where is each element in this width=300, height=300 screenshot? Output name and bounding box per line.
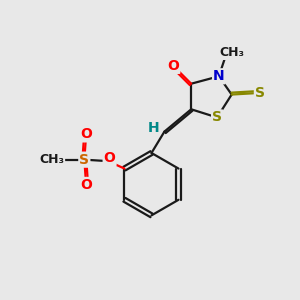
Text: S: S: [212, 110, 222, 124]
Text: O: O: [167, 59, 179, 73]
Text: O: O: [80, 128, 92, 141]
Text: N: N: [213, 69, 225, 83]
Text: O: O: [80, 178, 92, 192]
Text: CH₃: CH₃: [39, 153, 64, 166]
Text: H: H: [147, 121, 159, 135]
Text: O: O: [104, 151, 116, 165]
Text: CH₃: CH₃: [220, 46, 245, 59]
Text: S: S: [255, 86, 265, 100]
Text: S: S: [79, 153, 89, 167]
